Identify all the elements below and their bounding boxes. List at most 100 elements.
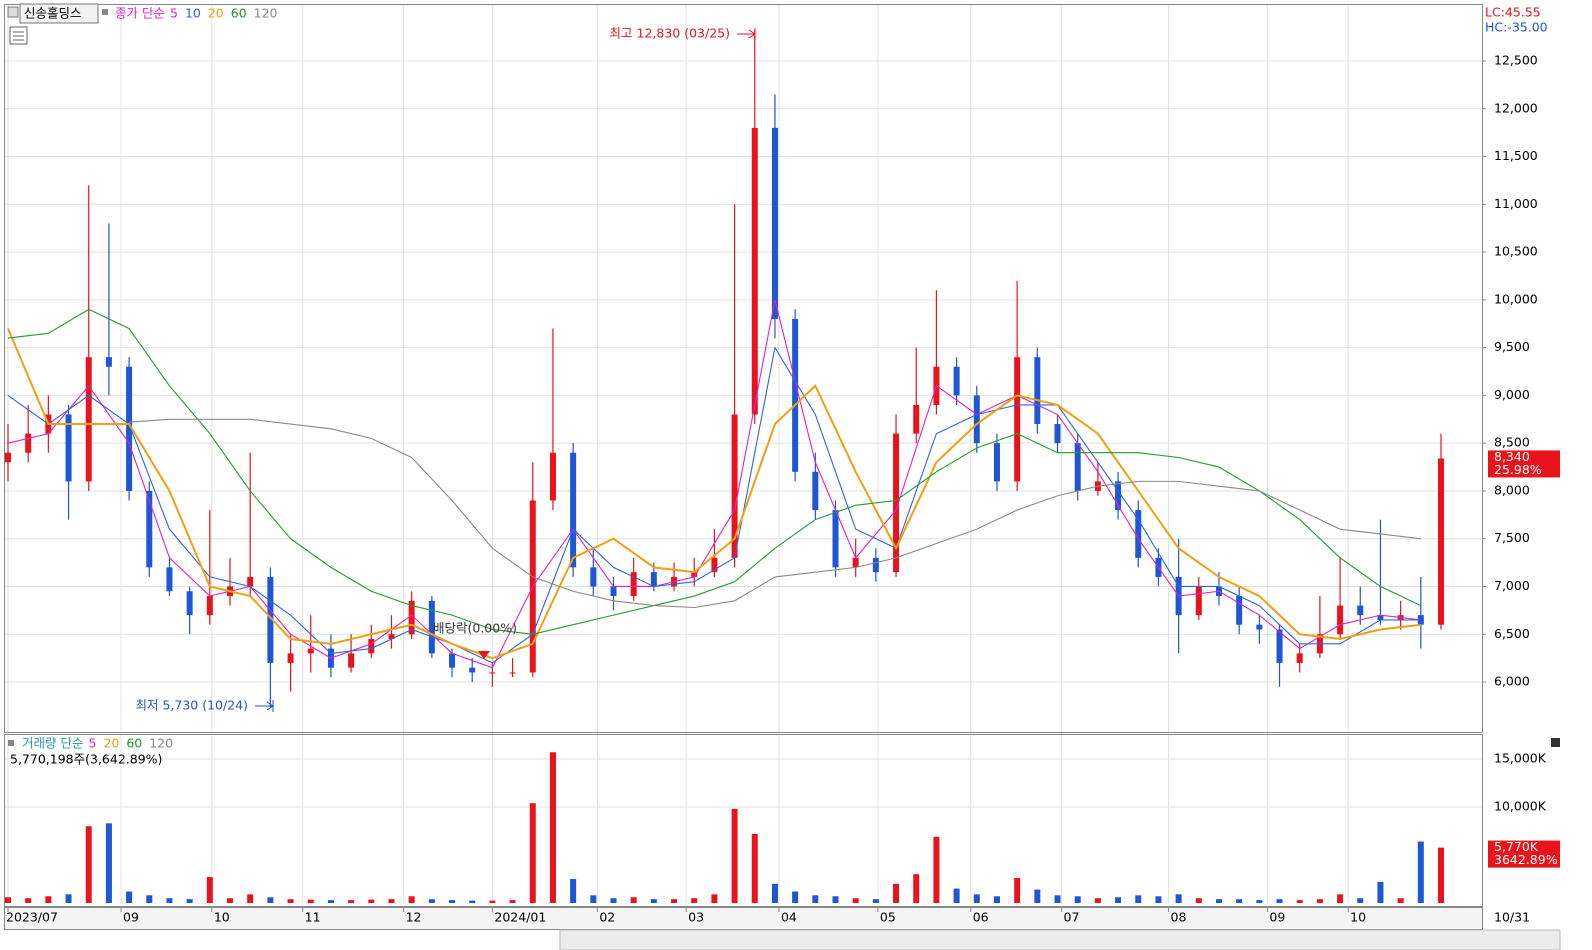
candle-body (1296, 653, 1303, 663)
scrollbar[interactable] (559, 929, 1561, 950)
volume-bar (126, 891, 133, 903)
candle-body (146, 490, 153, 568)
volume-bar (5, 897, 11, 903)
candle-body (953, 366, 960, 396)
close-button[interactable] (1551, 738, 1560, 747)
volume-bar (1377, 881, 1384, 903)
volume-bar (1054, 895, 1061, 903)
candle-body (1236, 596, 1243, 625)
candle-body (186, 591, 193, 616)
candle-body (247, 576, 254, 587)
stock-box[interactable] (19, 3, 99, 24)
ma-line (7, 299, 1421, 669)
candle-body (65, 414, 72, 482)
candle-body (650, 572, 657, 587)
volume-bar (993, 896, 1000, 903)
volume-bar (1337, 894, 1344, 903)
marks (5, 29, 1444, 903)
volume-bar (893, 883, 900, 903)
candle-body (590, 567, 597, 587)
volume-bar (146, 895, 153, 903)
volume-bar (1438, 847, 1444, 903)
volume-bar (1296, 900, 1303, 903)
volume-bar (913, 874, 920, 903)
volume-bar (832, 896, 839, 903)
candle-body (1195, 586, 1202, 616)
legend-prefix: 종가 단순 (115, 6, 165, 21)
y-tick-label: 7,000 (1494, 578, 1530, 593)
volume-bar (186, 899, 193, 903)
candle-body (893, 433, 900, 573)
volume-bar (267, 897, 274, 903)
volume-bar (1074, 896, 1081, 903)
volume-bar (1417, 841, 1424, 903)
volume-bar (953, 888, 960, 903)
x-tick-label: 09 (1269, 910, 1285, 925)
candle-body (630, 572, 637, 597)
volume-bar (408, 896, 415, 903)
lc-label: LC:45.55 (1485, 5, 1541, 20)
candle-body (388, 634, 395, 640)
volume-tag-label: 5,770K (1494, 839, 1539, 854)
candle-body (126, 366, 133, 491)
volume-bar (1236, 899, 1243, 903)
x-tick-label: 07 (1064, 910, 1080, 925)
volume-bar (449, 900, 456, 903)
dividend-annotation: 배당락(0.00%) (433, 621, 517, 636)
candle-body (1034, 357, 1041, 425)
candle-body (1014, 357, 1021, 482)
volume-bar (610, 898, 617, 903)
candle-body (1115, 481, 1122, 511)
x-tick-label: 05 (880, 910, 896, 925)
x-tick-label: 12 (406, 910, 422, 925)
candle-body (287, 653, 294, 663)
candle-body (428, 600, 435, 654)
x-tick-label: 04 (781, 910, 797, 925)
candle-body (1074, 443, 1081, 491)
candle-body (1438, 458, 1444, 625)
volume-bar (247, 894, 254, 903)
volume-bar (489, 900, 496, 903)
panel-icon[interactable] (7, 6, 19, 18)
volume-bar (731, 808, 738, 903)
candle-body (812, 471, 819, 511)
ma-line (7, 346, 1421, 664)
x-tick-label: 06 (973, 910, 989, 925)
candle-body (408, 600, 415, 635)
candle-body (610, 586, 617, 597)
dividend-marker (478, 651, 490, 659)
volume-bar (1175, 894, 1182, 903)
candle-body (105, 357, 112, 367)
volume-legend-entry: 60 (126, 736, 142, 751)
volume-bar (388, 899, 395, 903)
volume-bar (650, 899, 657, 903)
candle-body (166, 567, 173, 592)
candle-body (206, 596, 213, 616)
volume-bar (65, 894, 72, 903)
candle-body (348, 653, 355, 668)
candle-body (913, 404, 920, 434)
volume-bar (1115, 897, 1122, 903)
y-tick-label: 10,500 (1494, 244, 1538, 259)
volume-bar (812, 895, 819, 903)
volume-legend-prefix: 거래량 단순 (22, 736, 83, 751)
candle-body (973, 395, 980, 444)
volume-bar (711, 894, 718, 903)
y-tick-label: 7,500 (1494, 530, 1530, 545)
volume-bar (872, 899, 879, 903)
volume-bar (1357, 898, 1364, 903)
y-tick-label: 10,000 (1494, 291, 1538, 306)
volume-tag (1488, 840, 1560, 868)
y-tick-label: 9,000 (1494, 387, 1530, 402)
end-date: 10/31 (1494, 910, 1530, 925)
x-tick-label: 08 (1171, 910, 1187, 925)
volume-bar (671, 899, 678, 903)
legend-entry: 20 (208, 6, 224, 21)
volume-bar (509, 900, 516, 903)
volume-bar (287, 899, 294, 903)
candle-body (549, 452, 556, 501)
volume-bar (1276, 899, 1283, 903)
volume-bar (1094, 898, 1101, 903)
volume-bar (307, 899, 314, 903)
high-arrow (737, 28, 756, 40)
